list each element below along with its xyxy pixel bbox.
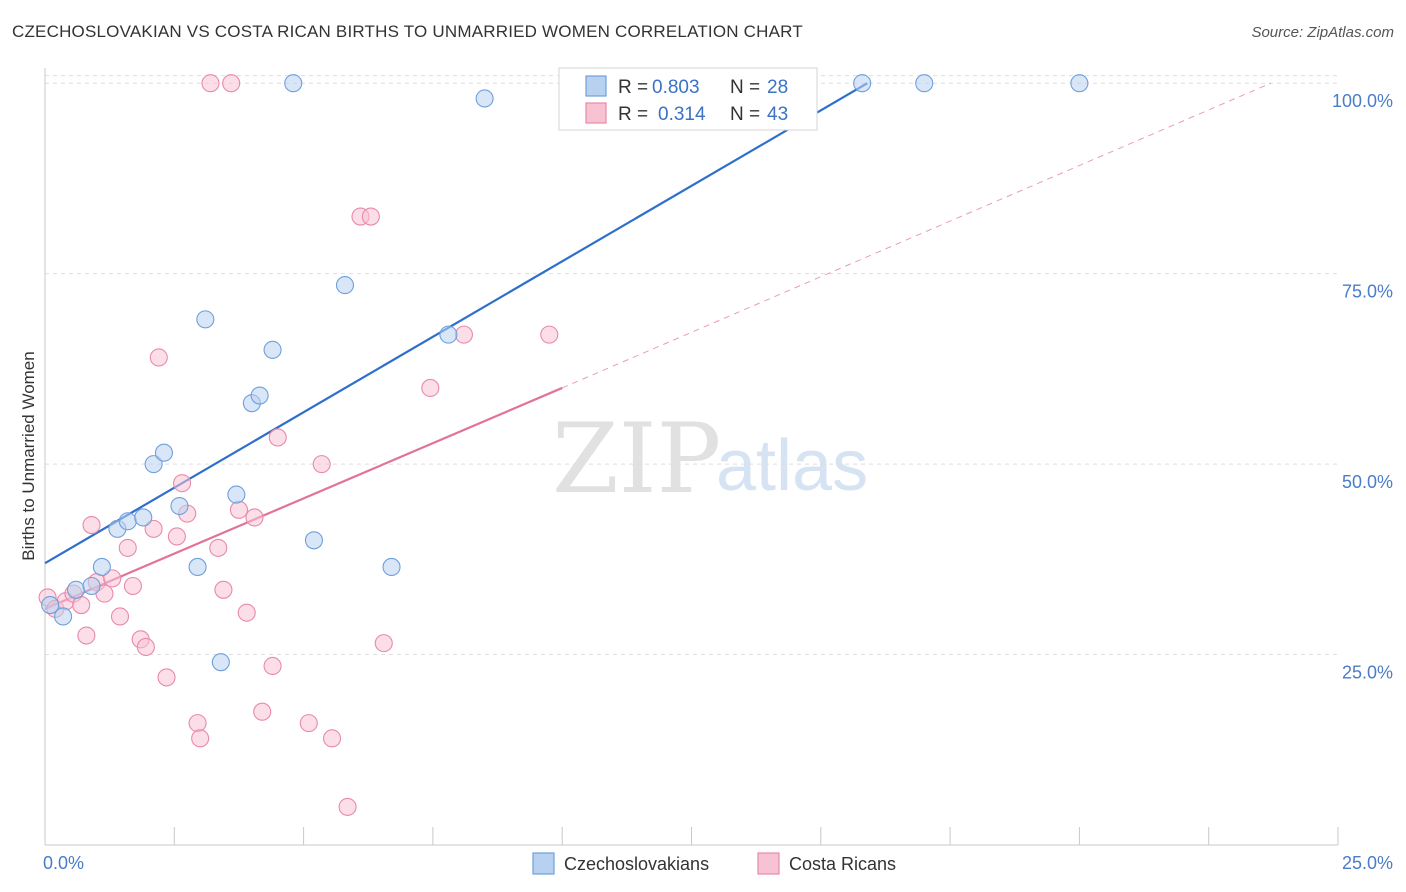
- costa-ricans-point-41: [454, 325, 473, 344]
- czechoslovakians-points: [41, 74, 1089, 672]
- costa-ricans-point-32: [268, 428, 287, 447]
- legend-n-value-1: 28: [767, 77, 788, 98]
- legend-swatch-pink: [585, 102, 607, 124]
- legend-r-value-2: 0.314: [658, 104, 706, 125]
- costa-ricans-point-33: [299, 714, 318, 733]
- bottom-legend: Czechoslovakians Costa Ricans: [532, 852, 896, 875]
- czechoslovakians-point-7: [134, 508, 153, 527]
- costa-ricans-point-21: [188, 714, 207, 733]
- legend-n-label-1: N =: [730, 77, 760, 98]
- costa-ricans-point-12: [123, 576, 142, 596]
- costa-ricans-point-42: [540, 325, 559, 344]
- costa-ricans-point-9: [103, 569, 122, 588]
- costa-ricans-point-39: [374, 634, 393, 653]
- legend-swatch-blue: [585, 75, 607, 97]
- x-ticks: [44, 827, 1339, 845]
- costa-ricans-point-4: [72, 595, 91, 615]
- y-tick-label-100: 100.0%: [1332, 91, 1393, 111]
- bottom-legend-label-blue: Czechoslovakians: [564, 854, 709, 874]
- czechoslovakians-point-9: [154, 443, 174, 462]
- czechoslovakians-point-11: [188, 557, 207, 577]
- costa-ricans-point-22: [191, 729, 210, 748]
- costa-ricans-point-17: [157, 668, 176, 687]
- costa-ricans-point-36: [338, 797, 357, 816]
- bottom-legend-label-pink: Costa Ricans: [789, 854, 896, 874]
- costa-ricans-point-31: [263, 656, 282, 676]
- czechoslovakians-point-14: [227, 485, 246, 504]
- czechoslovakians-point-27: [1070, 74, 1089, 93]
- legend-r-label-2: R =: [618, 104, 648, 125]
- czechoslovakians-point-12: [196, 310, 215, 329]
- costa-ricans-point-38: [361, 207, 380, 226]
- costa-ricans-point-6: [82, 516, 101, 535]
- czechoslovakians-point-20: [335, 276, 355, 295]
- y-tick-label-50: 50.0%: [1342, 472, 1393, 492]
- czechoslovakians-point-17: [263, 340, 282, 359]
- source-label: Source: ZipAtlas.com: [1251, 24, 1394, 41]
- costa-ricans-point-27: [229, 500, 248, 519]
- czechoslovakians-point-6: [118, 512, 137, 531]
- costa-ricans-point-24: [209, 538, 228, 557]
- czechoslovakians-point-13: [211, 653, 230, 672]
- czechoslovakians-point-22: [439, 325, 458, 344]
- chart-title: CZECHOSLOVAKIAN VS COSTA RICAN BIRTHS TO…: [12, 22, 803, 41]
- czechoslovakians-point-18: [284, 74, 303, 93]
- y-axis-label: Births to Unmarried Women: [19, 351, 38, 560]
- costa-ricans-point-18: [167, 527, 186, 546]
- costa-ricans-point-15: [144, 519, 163, 538]
- costa-ricans-point-16: [149, 348, 168, 367]
- czechoslovakians-point-26: [915, 74, 934, 93]
- costa-ricans-point-5: [77, 626, 96, 645]
- costa-ricans-trend-extension: [562, 82, 1271, 389]
- czechoslovakians-point-8: [144, 455, 163, 474]
- watermark-zip: ZIP: [552, 403, 721, 515]
- czechoslovakians-point-0: [41, 595, 60, 615]
- costa-ricans-point-26: [222, 74, 241, 93]
- gridlines: [45, 75, 1338, 656]
- costa-ricans-point-29: [245, 508, 264, 527]
- czechoslovakians-point-4: [92, 557, 111, 577]
- costa-ricans-point-35: [322, 729, 342, 748]
- trend-lines: [44, 82, 1271, 610]
- legend-n-label-2: N =: [730, 104, 760, 125]
- costa-ricans-trend-line: [44, 386, 563, 610]
- legend-n-value-2: 43: [767, 104, 788, 125]
- czechoslovakians-point-1: [54, 607, 73, 626]
- costa-ricans-point-25: [214, 580, 233, 599]
- y-tick-labels: 25.0% 50.0% 75.0% 100.0%: [1332, 91, 1393, 682]
- czechoslovakians-point-10: [170, 496, 189, 516]
- costa-ricans-point-11: [118, 538, 137, 557]
- bottom-legend-swatch-blue: [532, 852, 555, 875]
- costa-ricans-point-40: [421, 378, 440, 397]
- y-tick-label-25: 25.0%: [1342, 663, 1393, 683]
- czechoslovakians-point-19: [304, 531, 323, 550]
- bottom-legend-swatch-pink: [757, 852, 780, 875]
- legend-r-label-1: R =: [618, 77, 648, 98]
- watermark-atlas: atlas: [716, 426, 868, 506]
- costa-ricans-point-28: [237, 603, 256, 622]
- czechoslovakians-point-16: [250, 386, 269, 405]
- costa-ricans-point-23: [201, 74, 220, 93]
- x-tick-label-max: 25.0%: [1342, 853, 1393, 873]
- costa-ricans-point-14: [136, 637, 155, 656]
- costa-ricans-point-34: [312, 455, 331, 474]
- legend-r-value-1: 0.803: [652, 77, 700, 98]
- czechoslovakians-point-2: [66, 580, 86, 599]
- czechoslovakians-point-21: [382, 557, 401, 577]
- costa-ricans-points: [38, 74, 559, 816]
- legend: R = 0.803 N = 28 R = 0.314 N = 43: [558, 67, 818, 131]
- czechoslovakians-point-25: [853, 74, 872, 93]
- costa-ricans-point-10: [110, 607, 130, 626]
- costa-ricans-point-19: [173, 474, 192, 493]
- y-tick-label-75: 75.0%: [1342, 282, 1393, 302]
- czechoslovakians-point-3: [82, 576, 101, 596]
- x-tick-label-min: 0.0%: [43, 853, 84, 873]
- czechoslovakians-point-23: [475, 89, 494, 108]
- costa-ricans-point-30: [253, 702, 272, 721]
